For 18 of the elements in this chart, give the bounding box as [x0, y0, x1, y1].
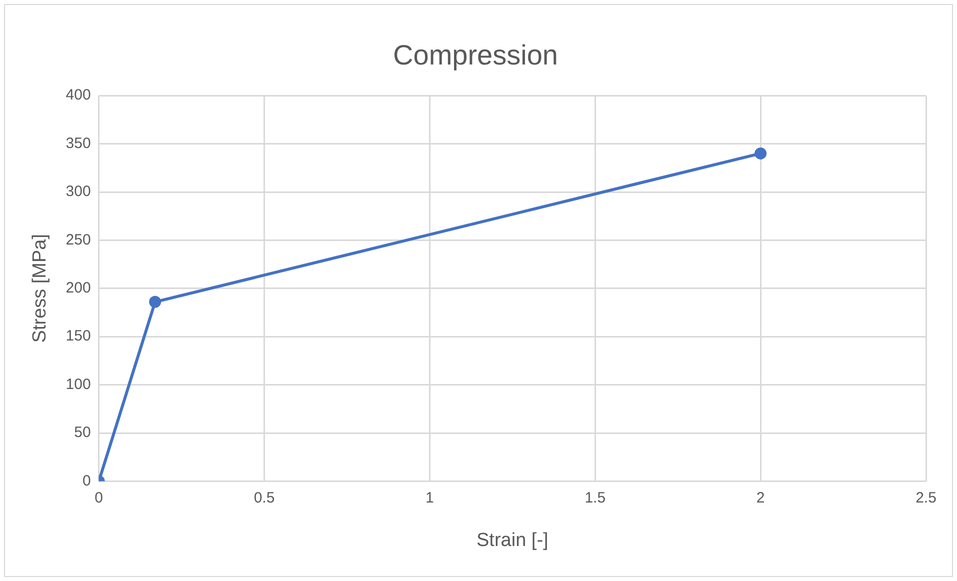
- chart-title: Compression: [393, 40, 558, 71]
- y-tick-label: 150: [66, 328, 91, 345]
- x-tick-label: 2.5: [916, 489, 936, 506]
- x-tick-label: 0: [94, 489, 103, 506]
- y-tick-label: 200: [66, 280, 91, 297]
- x-axis-title: Strain [-]: [476, 530, 548, 551]
- y-tick-label: 300: [66, 183, 91, 200]
- y-tick-label: 400: [66, 86, 91, 104]
- y-tick-label: 250: [66, 231, 91, 248]
- y-tick-label: 350: [66, 134, 91, 152]
- y-tick-label: 50: [74, 424, 91, 442]
- y-axis-title: Stress [MPa]: [30, 234, 51, 343]
- x-tick-label: 0.5: [254, 489, 275, 506]
- x-tick-label: 2: [756, 489, 765, 506]
- x-tick-label: 1: [426, 489, 434, 506]
- y-tick-label: 100: [66, 376, 91, 393]
- x-tick-label: 1.5: [584, 489, 606, 506]
- y-tick-label: 0: [82, 472, 91, 490]
